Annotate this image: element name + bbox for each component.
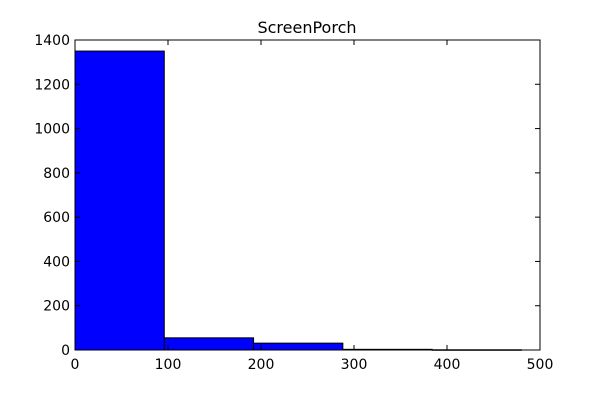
x-tick-label: 400 [434,357,461,373]
y-tick-label: 200 [43,299,70,315]
chart-title: ScreenPorch [257,18,356,37]
bars-layer [74,50,522,351]
y-tick-label: 600 [43,210,70,226]
x-tick-label: 0 [71,357,80,373]
histogram-bar [253,342,344,351]
x-tick-label: 300 [341,357,368,373]
y-tick-label: 1000 [34,122,70,138]
y-tick-label: 400 [43,254,70,270]
y-tick-label: 0 [61,343,70,359]
y-tick-label: 1400 [34,33,70,49]
histogram-bar [163,337,255,351]
x-tick-label: 200 [248,357,275,373]
x-tick-label: 100 [155,357,182,373]
y-tick-label: 800 [43,166,70,182]
y-tick-label: 1200 [34,77,70,93]
plot-frame [74,39,541,351]
x-tick-label: 500 [527,357,554,373]
histogram-bar [74,50,165,351]
ticks-layer: 0 100 200 300 400 500 0 200 400 600 800 1000 1200 140… [34,33,553,373]
